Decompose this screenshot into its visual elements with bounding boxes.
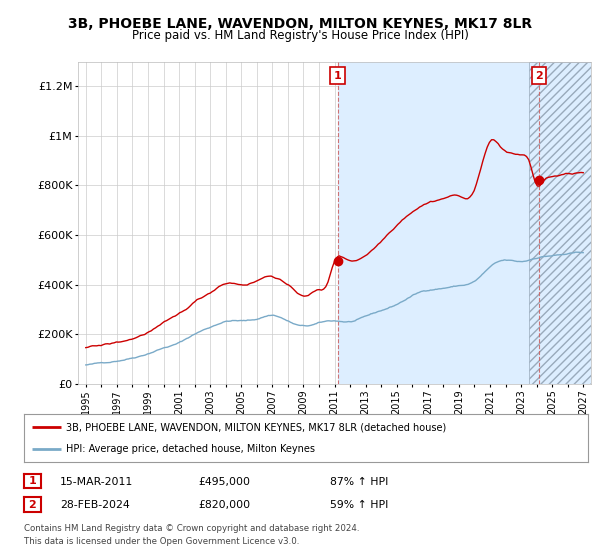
Text: 2: 2 bbox=[535, 71, 543, 81]
Text: 15-MAR-2011: 15-MAR-2011 bbox=[60, 477, 133, 487]
Text: 87% ↑ HPI: 87% ↑ HPI bbox=[330, 477, 388, 487]
Bar bbox=[529, 62, 591, 384]
Text: 28-FEB-2024: 28-FEB-2024 bbox=[60, 500, 130, 510]
Text: £820,000: £820,000 bbox=[198, 500, 250, 510]
Text: Contains HM Land Registry data © Crown copyright and database right 2024.: Contains HM Land Registry data © Crown c… bbox=[24, 524, 359, 533]
Text: 59% ↑ HPI: 59% ↑ HPI bbox=[330, 500, 388, 510]
Text: This data is licensed under the Open Government Licence v3.0.: This data is licensed under the Open Gov… bbox=[24, 537, 299, 546]
Bar bbox=[529, 62, 591, 384]
Text: Price paid vs. HM Land Registry's House Price Index (HPI): Price paid vs. HM Land Registry's House … bbox=[131, 29, 469, 42]
Bar bbox=[338, 62, 529, 384]
Text: 3B, PHOEBE LANE, WAVENDON, MILTON KEYNES, MK17 8LR (detached house): 3B, PHOEBE LANE, WAVENDON, MILTON KEYNES… bbox=[66, 422, 446, 432]
Bar bbox=[529, 62, 591, 384]
Text: 2: 2 bbox=[29, 500, 36, 510]
Text: HPI: Average price, detached house, Milton Keynes: HPI: Average price, detached house, Milt… bbox=[66, 444, 316, 454]
Text: 3B, PHOEBE LANE, WAVENDON, MILTON KEYNES, MK17 8LR: 3B, PHOEBE LANE, WAVENDON, MILTON KEYNES… bbox=[68, 17, 532, 31]
Text: 1: 1 bbox=[334, 71, 341, 81]
Text: 1: 1 bbox=[29, 476, 36, 486]
Text: £495,000: £495,000 bbox=[198, 477, 250, 487]
